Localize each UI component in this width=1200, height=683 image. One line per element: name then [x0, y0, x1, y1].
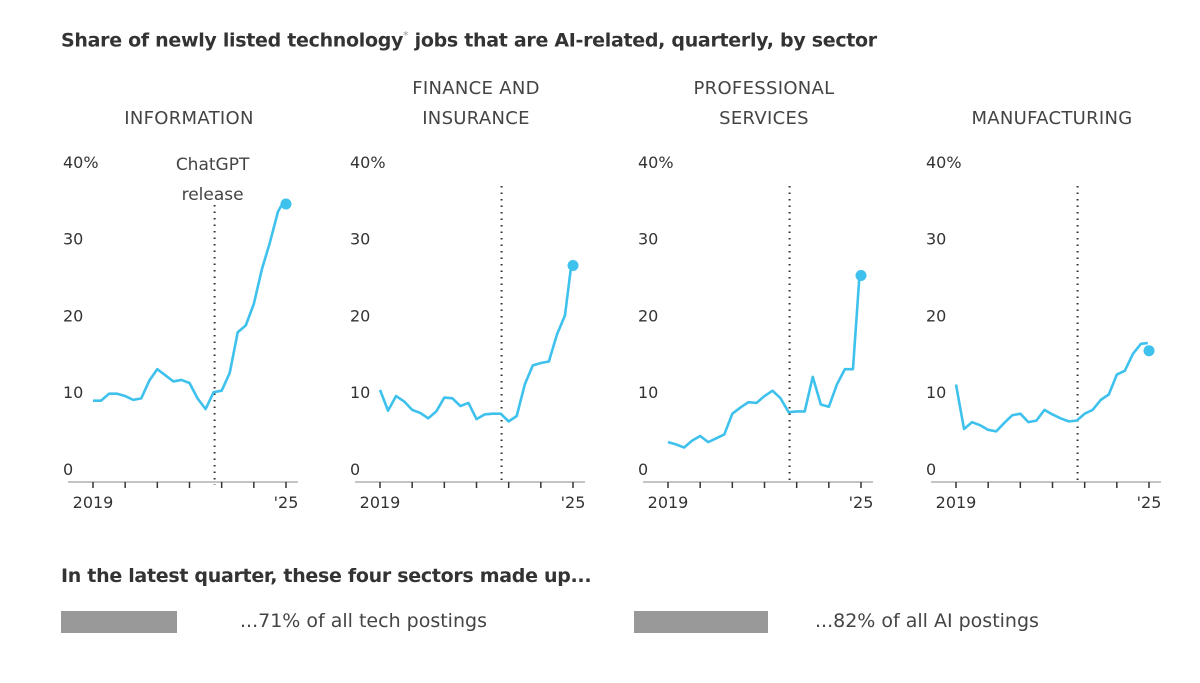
y-tick-label: 30	[638, 230, 658, 249]
series-line	[93, 198, 286, 411]
latest-value-dot	[567, 259, 579, 271]
chatgpt-release-annotation: release	[182, 185, 244, 205]
tech-postings-label: ...71% of all tech postings	[240, 610, 487, 632]
x-tick-label: '25	[849, 493, 874, 512]
panel-title: PROFESSIONAL	[694, 78, 835, 99]
ai-postings-label: ...82% of all AI postings	[815, 610, 1039, 632]
y-tick-label: 20	[926, 306, 946, 325]
y-tick-label: 0	[350, 460, 360, 479]
y-tick-label: 0	[638, 460, 648, 479]
panel-title: INFORMATION	[124, 108, 254, 129]
y-tick-label: 30	[926, 230, 946, 249]
y-tick-label: 20	[63, 306, 83, 325]
ai-postings-bar	[634, 611, 769, 633]
x-tick-label: 2019	[73, 493, 114, 512]
title-asterisk: *	[403, 29, 409, 42]
series-line	[378, 260, 574, 423]
y-tick-label: 40%	[350, 153, 386, 172]
title-text: Share of newly listed technology	[61, 29, 404, 52]
y-tick-label: 0	[63, 460, 73, 479]
small-multiples-chart: INFORMATION 0 10 20 30 40% 2019 '25 ChatGPT relea…	[63, 78, 1161, 512]
panel-0: INFORMATION 0 10 20 30 40% 2019 '25 ChatGPT relea…	[63, 108, 298, 512]
x-tick-label: '25	[1137, 493, 1162, 512]
latest-value-dot	[280, 198, 292, 210]
y-tick-label: 0	[926, 460, 936, 479]
x-tick-label: '25	[274, 493, 299, 512]
title-text-rest: jobs that are AI-related, quarterly, by …	[408, 29, 878, 52]
y-tick-label: 10	[926, 383, 946, 402]
latest-value-dot	[1143, 345, 1155, 357]
y-tick-label: 30	[63, 230, 83, 249]
panel-1: FINANCE AND INSURANCE 0 10 20 30 40% 2019 '25	[350, 78, 585, 512]
panel-title: INSURANCE	[422, 108, 530, 129]
y-tick-label: 10	[638, 383, 658, 402]
panel-3: MANUFACTURING 0 10 20 30 40% 2019 '25	[926, 108, 1161, 512]
latest-value-dot	[855, 269, 867, 281]
chatgpt-release-annotation: ChatGPT	[176, 155, 250, 175]
panel-title: FINANCE AND	[412, 78, 540, 99]
series-line	[954, 341, 1148, 433]
y-tick-label: 20	[350, 306, 370, 325]
y-tick-label: 10	[63, 383, 83, 402]
tech-postings-bar	[61, 611, 178, 633]
summary-heading: In the latest quarter, these four sector…	[61, 565, 592, 587]
y-tick-label: 40%	[63, 153, 99, 172]
series-line	[667, 270, 862, 449]
panel-2: PROFESSIONAL SERVICES 0 10 20 30 40% 2019 '25	[638, 78, 873, 512]
y-tick-label: 20	[638, 306, 658, 325]
y-tick-label: 40%	[638, 153, 674, 172]
x-tick-label: '25	[561, 493, 586, 512]
x-tick-label: 2019	[360, 493, 401, 512]
x-tick-label: 2019	[936, 493, 977, 512]
y-tick-label: 40%	[926, 153, 962, 172]
x-tick-label: 2019	[648, 493, 689, 512]
y-tick-label: 30	[350, 230, 370, 249]
panel-title: MANUFACTURING	[971, 108, 1132, 129]
chart-title: Share of newly listed technology* jobs t…	[61, 29, 877, 51]
y-tick-label: 10	[350, 383, 370, 402]
panel-title: SERVICES	[719, 108, 809, 129]
